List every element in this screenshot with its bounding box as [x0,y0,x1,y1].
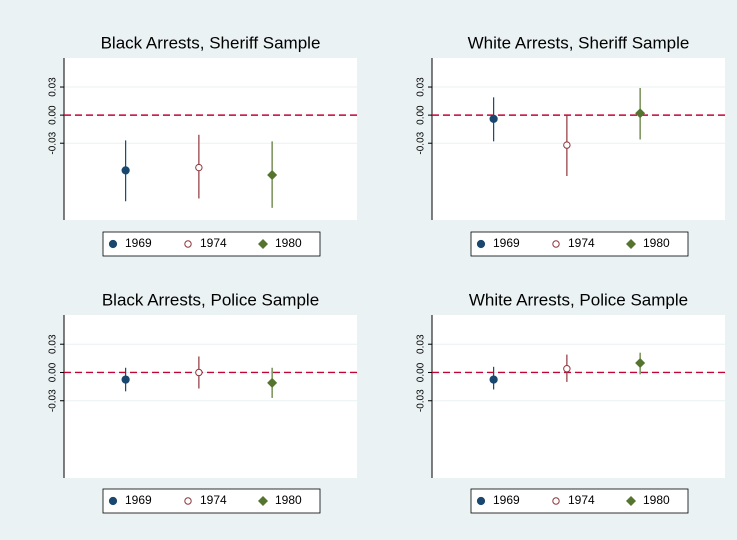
panel: Black Arrests, Police Sample -0.03 0.00 0.0… [48,290,357,514]
legend-label: 1969 [493,236,520,250]
legend-marker [108,239,118,249]
panel: White Arrests, Police Sample -0.03 0.00 0.0… [416,290,725,514]
legend-box [102,231,321,257]
marker [267,170,278,181]
y-tick-label: -0.03 [416,131,427,154]
legend-marker [626,239,636,249]
plot-area [64,315,357,478]
marker [195,163,203,172]
marker [563,141,571,149]
y-tick-label: 0.03 [48,334,59,354]
legend-label: 1974 [568,493,595,507]
legend-box [102,488,321,514]
panel-title: Black Arrests, Police Sample [102,290,319,309]
legend-marker [258,239,268,249]
legend-label: 1980 [643,493,670,507]
y-tick-label: 0.00 [416,105,427,125]
plot-area [432,315,725,478]
legend-marker [184,240,192,248]
legend-label: 1969 [125,493,152,507]
panel: White Arrests, Sheriff Sample -0.03 0.00 0.… [416,33,725,257]
panel: Black Arrests, Sheriff Sample -0.03 0.00 0.… [48,33,357,257]
legend-label: 1974 [200,236,227,250]
y-tick-label: -0.03 [48,389,59,412]
marker [489,114,498,123]
marker [635,108,646,119]
y-tick-label: -0.03 [48,131,59,154]
panel-title: White Arrests, Police Sample [469,290,688,309]
legend-label: 1969 [125,236,152,250]
marker [121,166,130,175]
legend-label: 1980 [275,236,302,250]
marker [121,375,130,384]
legend-marker [258,496,268,506]
marker [195,368,203,377]
marker [563,365,571,373]
panel-title: Black Arrests, Sheriff Sample [101,33,321,52]
legend-label: 1974 [568,236,595,250]
panel-title: White Arrests, Sheriff Sample [468,33,690,52]
plot-area [64,58,357,220]
legend-label: 1980 [643,236,670,250]
plot-area [432,58,725,220]
legend-label: 1980 [275,493,302,507]
legend-label: 1974 [200,493,227,507]
legend-marker [552,497,560,505]
legend-marker [626,496,636,506]
legend-marker [108,496,118,506]
marker [635,358,646,369]
y-tick-label: 0.00 [48,362,59,382]
legend-marker [552,240,560,248]
y-tick-label: -0.03 [416,389,427,412]
legend-marker [476,239,486,249]
legend-marker [184,497,192,505]
y-tick-label: 0.00 [48,105,59,125]
y-tick-label: 0.00 [416,362,427,382]
y-tick-label: 0.03 [416,77,427,97]
y-tick-label: 0.03 [416,334,427,354]
marker [267,377,278,388]
marker [489,375,498,384]
legend-marker [476,496,486,506]
legend-label: 1969 [493,493,520,507]
legend-box [470,231,689,257]
y-tick-label: 0.03 [48,77,59,97]
legend-box [470,488,689,514]
